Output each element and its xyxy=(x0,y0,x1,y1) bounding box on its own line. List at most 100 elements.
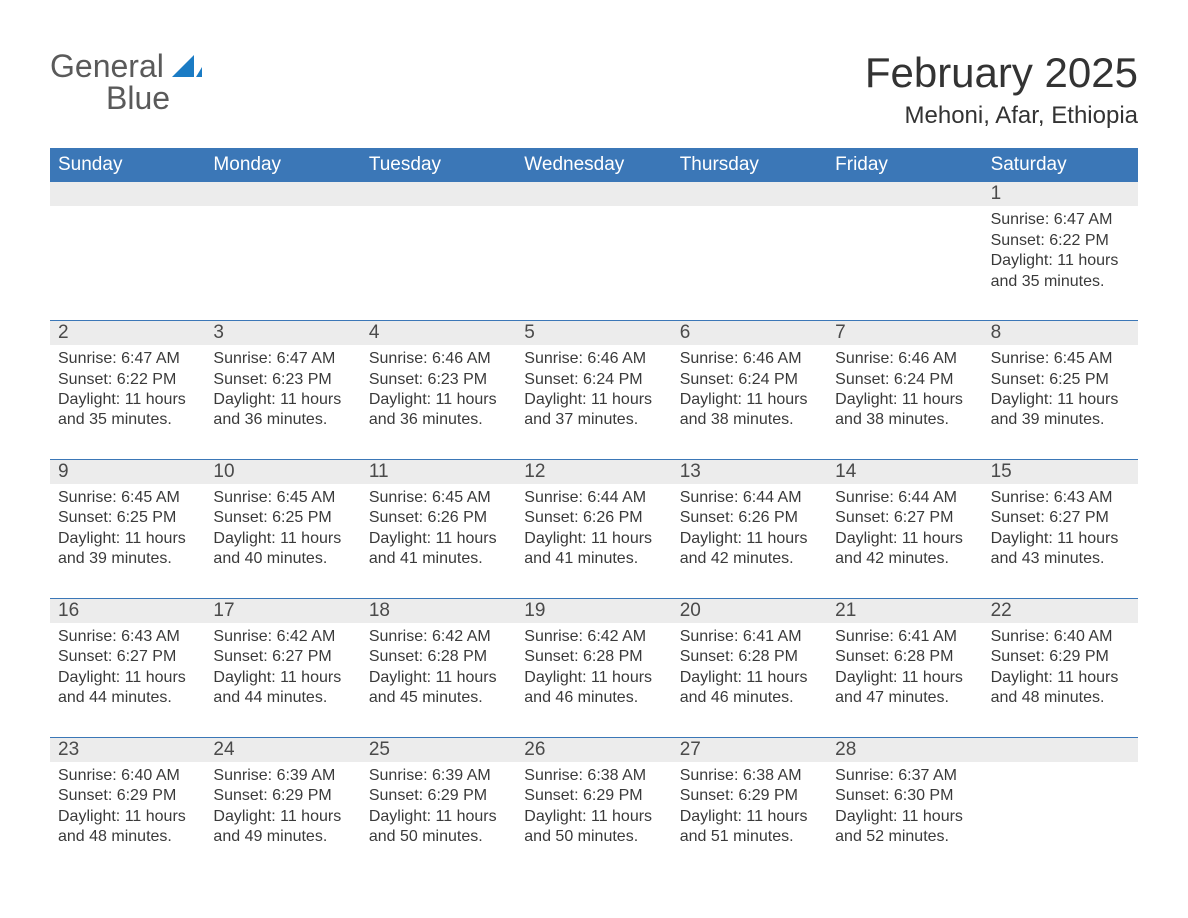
day-daylight2: and 40 minutes. xyxy=(213,549,352,569)
day-daylight1: Daylight: 11 hours xyxy=(524,390,663,410)
day-cell: Sunrise: 6:45 AMSunset: 6:25 PMDaylight:… xyxy=(50,484,205,570)
day-daylight2: and 46 minutes. xyxy=(680,688,819,708)
day-number: 23 xyxy=(50,738,205,762)
daynum-row: 9101112131415 xyxy=(50,460,1138,484)
week-row: 16171819202122 Sunrise: 6:43 AM Sunset: 6:… xyxy=(50,598,1138,709)
day-sunrise: Sunrise: 6:41 AM xyxy=(680,627,819,647)
day-daylight1: Daylight: 11 hours xyxy=(835,390,974,410)
day-number: 4 xyxy=(361,321,516,345)
day-sunset: Sunset: 6:29 PM xyxy=(991,647,1130,667)
day-sunset: Sunset: 6:27 PM xyxy=(991,508,1130,528)
day-daylight1: Daylight: 11 hours xyxy=(369,668,508,688)
logo-word1: General xyxy=(50,48,164,84)
day-sunrise: Sunrise: 6:38 AM xyxy=(524,766,663,786)
day-cell: Sunrise: 6:46 AMSunset: 6:24 PMDaylight:… xyxy=(827,345,982,431)
day-sunrise: Sunrise: 6:39 AM xyxy=(369,766,508,786)
day-cell xyxy=(50,206,205,292)
day-daylight2: and 35 minutes. xyxy=(991,272,1130,292)
day-sunrise: Sunrise: 6:42 AM xyxy=(524,627,663,647)
day-number: 15 xyxy=(983,460,1138,484)
day-daylight1: Daylight: 11 hours xyxy=(213,807,352,827)
week-row: 232425262728Sunrise: 6:40 AMSunset: 6:29… xyxy=(50,737,1138,848)
day-daylight1: Daylight: 11 hours xyxy=(680,807,819,827)
day-number: 28 xyxy=(827,738,982,762)
day-number: 19 xyxy=(516,599,671,623)
day-sunset: Sunset: 6:23 PM xyxy=(369,370,508,390)
day-sunset: Sunset: 6:29 PM xyxy=(213,786,352,806)
day-sunset: Sunset: 6:28 PM xyxy=(680,647,819,667)
page-title: February 2025 xyxy=(865,50,1138,96)
day-sunrise: Sunrise: 6:44 AM xyxy=(680,488,819,508)
dow-header-row: SundayMondayTuesdayWednesdayThursdayFrid… xyxy=(50,148,1138,182)
day-number: 27 xyxy=(672,738,827,762)
header: General Blue February 2025 Mehoni, Afar,… xyxy=(50,50,1138,130)
day-sunrise: Sunrise: 6:38 AM xyxy=(680,766,819,786)
day-number: 26 xyxy=(516,738,671,762)
day-cell: Sunrise: 6:47 AMSunset: 6:22 PMDaylight:… xyxy=(983,206,1138,292)
day-daylight1: Daylight: 11 hours xyxy=(680,668,819,688)
daynum-row: 16171819202122 xyxy=(50,599,1138,623)
day-sunset: Sunset: 6:26 PM xyxy=(524,508,663,528)
day-sunrise: Sunrise: 6:45 AM xyxy=(991,349,1130,369)
day-cell: Sunrise: 6:43 AMSunset: 6:27 PMDaylight:… xyxy=(983,484,1138,570)
week-row: 9101112131415Sunrise: 6:45 AMSunset: 6:2… xyxy=(50,459,1138,570)
day-sunset: Sunset: 6:22 PM xyxy=(58,370,197,390)
day-sunrise: Sunrise: 6:46 AM xyxy=(369,349,508,369)
day-cell: Sunrise: 6:42 AMSunset: 6:28 PMDaylight:… xyxy=(361,623,516,709)
day-sunset: Sunset: 6:28 PM xyxy=(524,647,663,667)
daynum-row: 232425262728 xyxy=(50,738,1138,762)
day-number: 9 xyxy=(50,460,205,484)
dow-wednesday: Wednesday xyxy=(516,148,671,182)
day-sunrise: Sunrise: 6:46 AM xyxy=(835,349,974,369)
day-daylight1: Daylight: 11 hours xyxy=(835,807,974,827)
day-sunrise: Sunrise: 6:47 AM xyxy=(58,349,197,369)
day-sunset: Sunset: 6:28 PM xyxy=(835,647,974,667)
day-cell xyxy=(361,206,516,292)
day-daylight2: and 46 minutes. xyxy=(524,688,663,708)
day-daylight1: Daylight: 11 hours xyxy=(991,390,1130,410)
day-number: 21 xyxy=(827,599,982,623)
day-daylight1: Daylight: 11 hours xyxy=(524,807,663,827)
day-cell xyxy=(516,206,671,292)
day-number: 2 xyxy=(50,321,205,345)
day-cell: Sunrise: 6:39 AMSunset: 6:29 PMDaylight:… xyxy=(205,762,360,848)
day-cell: Sunrise: 6:41 AMSunset: 6:28 PMDaylight:… xyxy=(827,623,982,709)
day-number: 18 xyxy=(361,599,516,623)
day-sunrise: Sunrise: 6:43 AM xyxy=(58,627,197,647)
day-daylight2: and 36 minutes. xyxy=(369,410,508,430)
day-cell: Sunrise: 6:44 AMSunset: 6:26 PMDaylight:… xyxy=(516,484,671,570)
day-daylight2: and 38 minutes. xyxy=(835,410,974,430)
day-sunrise: Sunrise: 6:45 AM xyxy=(213,488,352,508)
day-number: 14 xyxy=(827,460,982,484)
day-daylight2: and 44 minutes. xyxy=(58,688,197,708)
day-cell xyxy=(205,206,360,292)
day-daylight2: and 42 minutes. xyxy=(680,549,819,569)
day-sunrise: Sunrise: 6:42 AM xyxy=(369,627,508,647)
day-sunrise: Sunrise: 6:40 AM xyxy=(991,627,1130,647)
dow-saturday: Saturday xyxy=(983,148,1138,182)
day-number: 1 xyxy=(983,182,1138,206)
day-number xyxy=(516,182,671,206)
day-daylight2: and 41 minutes. xyxy=(524,549,663,569)
day-number: 16 xyxy=(50,599,205,623)
day-daylight2: and 52 minutes. xyxy=(835,827,974,847)
day-daylight2: and 45 minutes. xyxy=(369,688,508,708)
day-daylight2: and 37 minutes. xyxy=(524,410,663,430)
day-daylight1: Daylight: 11 hours xyxy=(58,390,197,410)
day-daylight2: and 49 minutes. xyxy=(213,827,352,847)
day-number: 20 xyxy=(672,599,827,623)
week-row: 1Sunrise: 6:47 AMSunset: 6:22 PMDaylight… xyxy=(50,182,1138,292)
dow-tuesday: Tuesday xyxy=(361,148,516,182)
day-sunrise: Sunrise: 6:45 AM xyxy=(58,488,197,508)
day-sunrise: Sunrise: 6:43 AM xyxy=(991,488,1130,508)
day-daylight1: Daylight: 11 hours xyxy=(58,529,197,549)
page: General Blue February 2025 Mehoni, Afar,… xyxy=(0,0,1188,918)
day-cell: Sunrise: 6:42 AMSunset: 6:27 PMDaylight:… xyxy=(205,623,360,709)
day-sunrise: Sunrise: 6:37 AM xyxy=(835,766,974,786)
day-daylight1: Daylight: 11 hours xyxy=(524,529,663,549)
day-number: 22 xyxy=(983,599,1138,623)
day-daylight1: Daylight: 11 hours xyxy=(213,390,352,410)
day-daylight1: Daylight: 11 hours xyxy=(369,807,508,827)
day-number: 5 xyxy=(516,321,671,345)
day-number xyxy=(827,182,982,206)
